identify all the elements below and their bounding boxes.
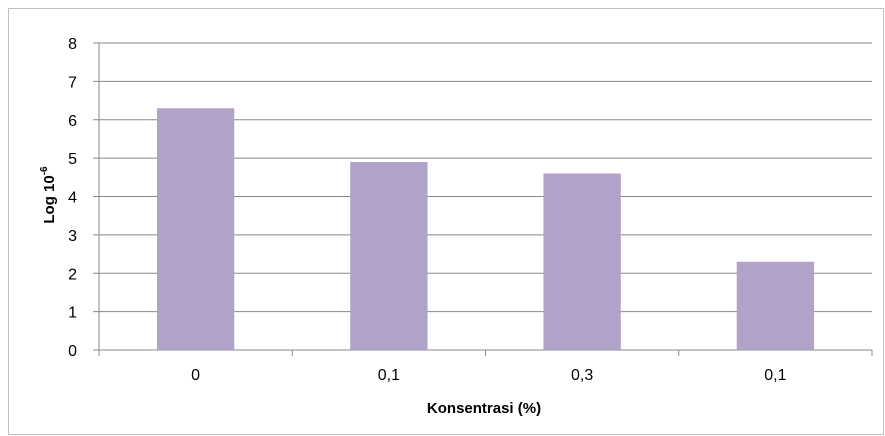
y-axis-ticks: 0 1 2 3 4 5 6 7 8 [68,36,77,360]
y-axis-title: Log 10-6 [39,166,58,224]
y-tick-label: 3 [68,228,77,245]
y-tick-label: 4 [68,190,77,207]
y-tick-label: 1 [68,305,77,322]
y-tick-label: 5 [68,151,77,168]
x-tick-label: 0,3 [571,367,593,384]
bar [156,108,235,350]
x-tick-label: 0 [191,367,200,384]
x-tick-label: 0,1 [764,367,786,384]
y-tick-label: 2 [68,266,77,283]
x-axis-ticks: 0 0,1 0,3 0,1 [191,367,786,384]
y-tick-label: 8 [68,36,77,53]
chart-frame [8,8,884,435]
y-tick-label: 0 [68,343,77,360]
x-tick-label: 0,1 [378,367,400,384]
bar [543,173,621,350]
y-tick-label: 6 [68,113,77,130]
y-axis-title-base: Log 10 [41,175,58,223]
y-tick-label: 7 [68,74,77,91]
bar [350,161,428,350]
bar [736,261,815,350]
x-axis-title: Konsentrasi (%) [427,400,541,417]
y-axis-title-exponent: -6 [39,166,50,175]
bars [156,108,815,350]
